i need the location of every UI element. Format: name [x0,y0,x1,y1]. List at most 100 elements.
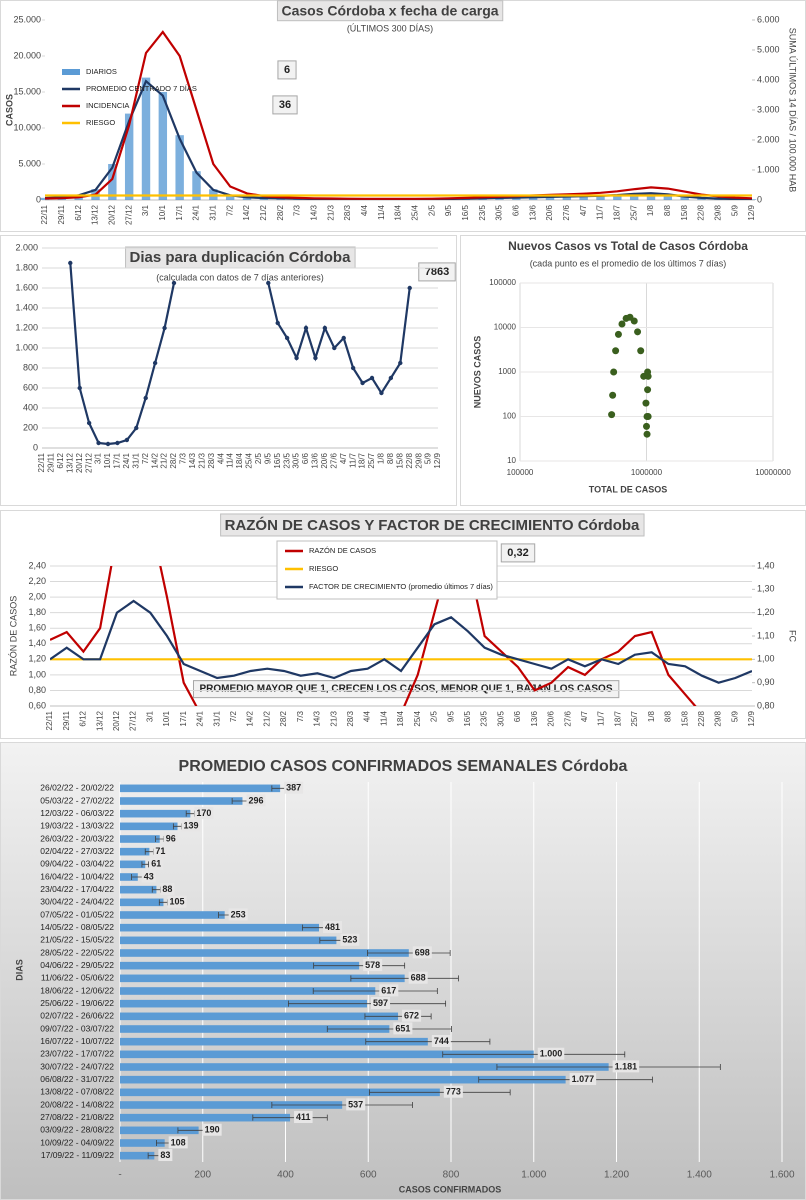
y-tick-label: 1.000 [15,342,38,352]
y2-axis-label: FC [788,630,798,642]
y-tick-label: 15.000 [13,86,41,96]
x-tick-label: 1.400 [687,1170,712,1181]
point [134,425,139,431]
y2-tick-label: 3.000 [757,104,780,114]
y-tick-label: 02/04/22 - 27/03/22 [40,846,114,856]
x-tick-label: 200 [194,1170,211,1181]
x-tick-label: 4/4 [216,452,225,464]
y-tick-label: 14/05/22 - 08/05/22 [40,922,114,932]
x-tick-label: 30/5 [495,204,504,220]
bar [175,135,184,200]
label-box [158,1149,173,1162]
value-label: 1.181 [615,1061,638,1071]
x-tick-label: 17/1 [175,204,184,220]
value-label: 83 [160,1150,170,1160]
y-tick-label: 20/08/22 - 14/08/22 [40,1099,114,1109]
x-tick-label: 4/7 [580,710,589,722]
x-tick-label: 2/5 [254,452,263,464]
y2-tick-label: 1,30 [757,584,775,594]
y-tick-label: 2,00 [28,591,46,601]
label-box [323,921,343,934]
y-tick-label: 28/05/22 - 22/05/22 [40,947,114,957]
y2-tick-label: 4.000 [757,74,780,84]
bar [120,1063,609,1071]
label-box [569,1073,597,1086]
error-bar [252,1114,328,1121]
bar [120,999,368,1008]
x-tick-label: 10000000 [755,468,791,477]
x-tick-label: 28/2 [279,710,288,726]
chart-title: Casos Córdoba x fecha de carga [281,3,498,19]
point [322,325,328,331]
x-tick-label: 4/4 [360,204,369,216]
x-tick-label: 13/12 [95,710,104,731]
error-bar [369,1089,511,1096]
legend-label: RIESGO [86,118,115,127]
x-tick-label: 7/2 [229,710,238,722]
y-tick-label: 1.200 [15,322,38,332]
point [610,368,618,376]
y-tick-label: 0,60 [28,700,46,710]
x-tick-label: 25/7 [630,710,639,726]
x-tick-label: 1/8 [377,452,386,464]
y2-tick-label: 1,20 [757,607,775,617]
x-tick-label: 18/4 [235,452,244,468]
label-box [168,1136,188,1149]
label-box [194,807,214,820]
bar [120,911,225,919]
y2-tick-label: 1,40 [757,560,775,570]
x-tick-label: 11/4 [379,710,388,726]
x-tick-label: 18/7 [358,452,367,468]
chart-title: PROMEDIO CASOS CONFIRMADOS SEMANALES Cór… [179,758,628,775]
x-tick-label: 7/3 [296,710,305,722]
x-tick-label: 3/1 [145,710,154,722]
bar [613,194,622,200]
x-tick-label: 22/8 [697,204,706,220]
value-label: 537 [348,1099,363,1109]
label-box [412,946,432,959]
x-tick-label: 400 [277,1170,294,1181]
y-tick-label: 06/08/22 - 31/07/22 [40,1074,114,1084]
y2-tick-label: 0 [757,194,762,204]
x-tick-label: 9/5 [446,710,455,722]
y-tick-label: 21/05/22 - 15/05/22 [40,935,114,945]
label-box [402,1009,422,1022]
x-axis-label: CASOS CONFIRMADOS [399,1184,502,1194]
x-tick-label: 11/7 [596,204,605,220]
y-tick-label: 18/06/22 - 12/06/22 [40,985,114,995]
x-axis-label: TOTAL DE CASOS [589,484,668,494]
x-tick-label: 31/1 [212,710,221,726]
bar [108,164,117,200]
bar [747,199,757,200]
x-tick-label: 8/8 [663,204,672,216]
annotation: PROMEDIO MAYOR QUE 1, CRECEN LOS CASOS, … [199,684,612,695]
label-box [246,794,266,807]
x-tick-label: 18/7 [613,710,622,726]
x-tick-label: 5/9 [424,452,433,464]
x-tick-label: 12/9 [747,710,756,726]
y-tick-label: 19/03/22 - 13/03/22 [40,821,114,831]
legend-label: INCIDENCIA [86,101,129,110]
point [275,320,280,326]
bar [120,1050,534,1059]
point [642,399,650,407]
annotation: 0,32 [507,547,528,559]
bar [120,1151,155,1160]
x-tick-label: 11/4 [226,452,235,468]
y-tick-label: 0,80 [28,685,46,695]
x-tick-label: 17/1 [179,710,188,726]
y-tick-label: 26/03/22 - 20/03/22 [40,833,114,843]
bar [120,1075,566,1084]
point [115,440,120,446]
point [643,430,651,438]
x-tick-label: 10/1 [103,452,112,468]
point [96,440,101,446]
label-box [340,933,360,946]
x-tick-label: 12/9 [747,204,756,220]
x-tick-label: 30/5 [496,710,505,726]
x-tick-label: 28/2 [276,204,285,220]
y-tick-label: 2,20 [28,576,46,586]
label-box [379,984,399,997]
label-box [393,1022,413,1035]
bar [124,113,134,200]
